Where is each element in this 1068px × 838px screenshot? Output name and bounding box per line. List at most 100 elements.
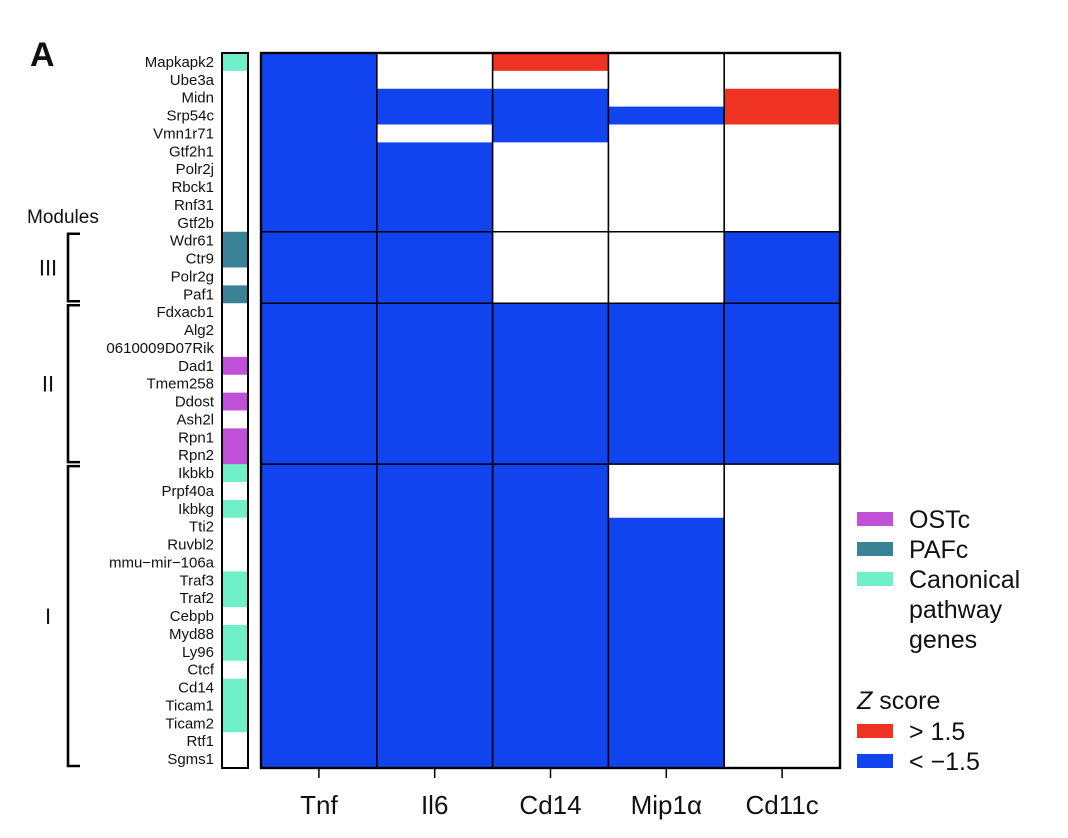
- cell-traf3-mip1-29: [608, 571, 725, 590]
- cell-rbck1-cd14-7: [492, 178, 609, 197]
- cell-ticam1-cd14-36: [492, 696, 609, 715]
- annotation-cell-13: [222, 285, 248, 304]
- cell-gtf2b-il6-9: [376, 213, 493, 233]
- cell-fdxacb1-il6-14: [376, 303, 493, 322]
- gene-label-gtf2b-9: Gtf2b: [177, 215, 214, 232]
- cell-polr2j-cd11c-6: [724, 160, 841, 179]
- annotation-cell-30: [222, 589, 248, 608]
- gene-label-ly96-33: Ly96: [182, 644, 214, 661]
- cell-ash2l-il6-20: [376, 410, 493, 429]
- cell-rtf1-tnf-38: [261, 732, 378, 751]
- cell-rbck1-mip1-7: [608, 178, 725, 197]
- cell-ruvbl2-tnf-27: [261, 535, 378, 554]
- gene-label-dad1-17: Dad1: [178, 358, 214, 375]
- gene-label-ctr9-11: Ctr9: [186, 251, 214, 268]
- cell-rtf1-cd14-38: [492, 732, 609, 751]
- annotation-cell-3: [222, 106, 248, 125]
- heatmap-grid: [259, 51, 842, 770]
- gene-label-tmem258-18: Tmem258: [146, 376, 214, 393]
- cell-wdr61-cd11c-10: [724, 231, 841, 251]
- cell-ube3a-cd11c-1: [724, 70, 841, 90]
- cell-vmn1r71-tnf-4: [261, 124, 378, 143]
- cell-fdxacb1-cd11c-14: [724, 303, 841, 322]
- annotation-cell-36: [222, 696, 248, 715]
- cell-rpn1-cd11c-21: [724, 428, 841, 447]
- cell-ddost-tnf-19: [261, 392, 378, 411]
- cell-ddost-il6-19: [376, 392, 493, 411]
- cell-dad1-il6-17: [376, 356, 493, 376]
- cell-traf2-il6-30: [376, 589, 493, 608]
- gene-label-ash2l-20: Ash2l: [176, 411, 214, 428]
- legend-z-title: Z score: [856, 687, 940, 715]
- gene-label-ddost-19: Ddost: [175, 394, 215, 411]
- cell-ly96-cd14-33: [492, 642, 609, 662]
- cell-ticam1-cd11c-36: [724, 696, 841, 715]
- cell-tmem258-tnf-18: [261, 374, 378, 394]
- annotation-cell-4: [222, 124, 248, 143]
- annotation-cell-37: [222, 714, 248, 733]
- cell-sgms1-cd11c-39: [724, 750, 841, 769]
- module-label-ii: II: [42, 372, 54, 397]
- cell-midn-cd14-2: [492, 88, 609, 108]
- cell-gtf2b-cd11c-9: [724, 213, 841, 233]
- cell-alg2-cd14-15: [492, 321, 609, 340]
- cell-dad1-cd11c-17: [724, 356, 841, 376]
- cell-tti2-mip1-26: [608, 517, 725, 537]
- cell-fdxacb1-mip1-14: [608, 303, 725, 322]
- gene-label-tti2-26: Tti2: [189, 519, 214, 536]
- cell-polr2g-mip1-12: [608, 267, 725, 286]
- cell-ruvbl2-cd14-27: [492, 535, 609, 554]
- gene-label-ikbkg-25: Ikbkg: [178, 501, 214, 518]
- cell-ctcf-mip1-34: [608, 660, 725, 680]
- annotation-cell-15: [222, 321, 248, 340]
- annotation-cell-9: [222, 213, 248, 233]
- cell-traf2-tnf-30: [261, 589, 378, 608]
- column-label-tnf: Tnf: [300, 790, 338, 820]
- gene-label-ticam1-36: Ticam1: [165, 697, 214, 714]
- cell-mapkapk2-mip1-0: [608, 53, 725, 72]
- cell-ddost-cd14-19: [492, 392, 609, 411]
- cell-dad1-tnf-17: [261, 356, 378, 376]
- cell-traf2-cd11c-30: [724, 589, 841, 608]
- cell-paf1-mip1-13: [608, 285, 725, 304]
- cell-ticam1-mip1-36: [608, 696, 725, 715]
- legend-z-title-italic: Z: [856, 687, 873, 715]
- cell-ikbkg-tnf-25: [261, 499, 378, 519]
- cell-mapkapk2-cd14-0: [492, 53, 609, 72]
- gene-label-traf2-30: Traf2: [180, 590, 214, 607]
- cell-cebpb-cd14-31: [492, 607, 609, 626]
- module-label-iii: III: [39, 256, 57, 281]
- cell-cd14-mip1-35: [608, 678, 725, 697]
- cell-ticam2-cd11c-37: [724, 714, 841, 733]
- annotation-cell-11: [222, 249, 248, 268]
- annotation-cell-39: [222, 750, 248, 769]
- annotation-cell-8: [222, 196, 248, 215]
- cell-rpn1-tnf-21: [261, 428, 378, 447]
- cell-vmn1r71-mip1-4: [608, 124, 725, 143]
- cell-ube3a-il6-1: [376, 70, 493, 90]
- annotation-cell-16: [222, 339, 248, 358]
- cell-ctr9-mip1-11: [608, 249, 725, 268]
- cell-wdr61-tnf-10: [261, 231, 378, 251]
- cell-cd14-il6-35: [376, 678, 493, 697]
- cell-prpf40a-cd14-24: [492, 482, 609, 501]
- cell-prpf40a-tnf-24: [261, 482, 378, 501]
- cell-prpf40a-il6-24: [376, 482, 493, 501]
- panel-label: A: [30, 36, 55, 74]
- gene-label-ticam2-37: Ticam2: [165, 715, 214, 732]
- cell-alg2-il6-15: [376, 321, 493, 340]
- cell-ctcf-tnf-34: [261, 660, 378, 680]
- gene-label-ube3a-1: Ube3a: [170, 72, 215, 89]
- cell-polr2j-cd14-6: [492, 160, 609, 179]
- cell-ctr9-tnf-11: [261, 249, 378, 268]
- annotation-cell-21: [222, 428, 248, 447]
- legend-label-canonical-0: Canonical: [909, 566, 1020, 594]
- cell-rpn1-mip1-21: [608, 428, 725, 447]
- cell-0610009d07rik-cd11c-16: [724, 339, 841, 358]
- gene-label-alg2-15: Alg2: [184, 322, 214, 339]
- gene-label-rpn2-22: Rpn2: [178, 447, 214, 464]
- column-label-cd14: Cd14: [519, 790, 581, 820]
- cell-polr2j-tnf-6: [261, 160, 378, 179]
